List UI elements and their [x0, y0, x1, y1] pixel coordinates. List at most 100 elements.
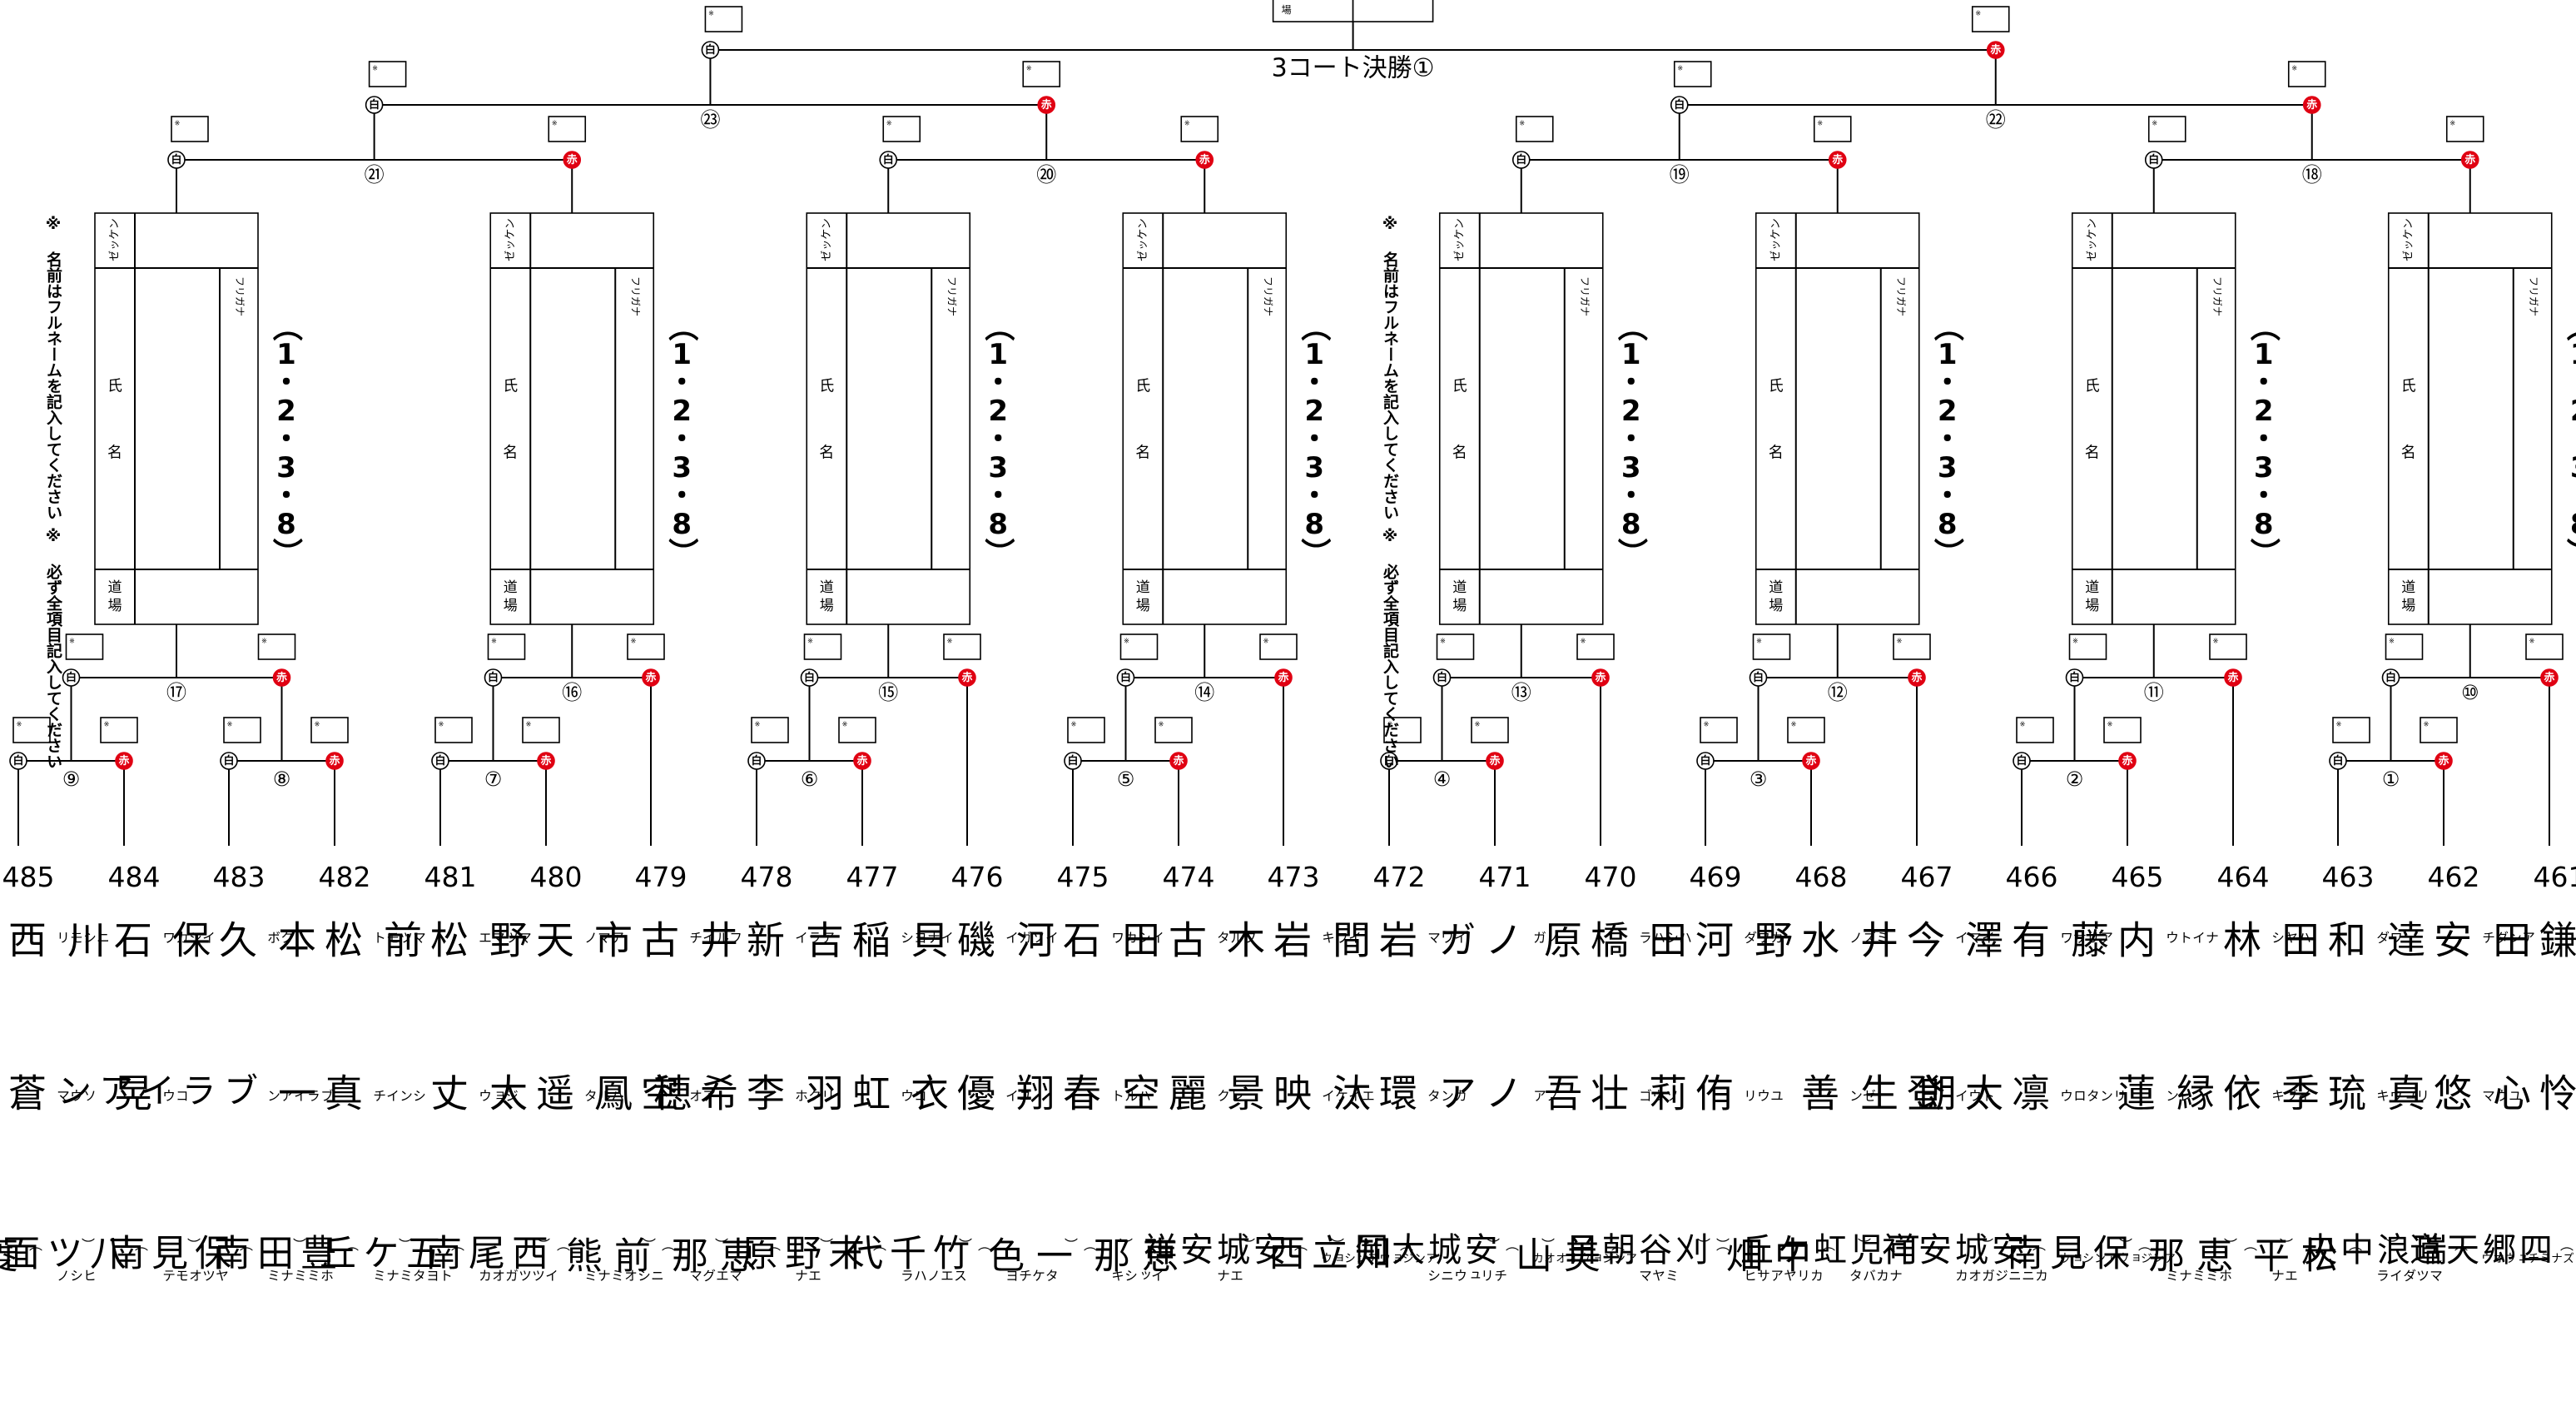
score-box — [2332, 717, 2370, 743]
entry-number: 472 — [1372, 861, 1426, 893]
dojo-name: （ 一色 ） — [956, 1230, 1103, 1279]
surname-char: 前 — [378, 920, 423, 958]
surname-kana: カワダ — [1741, 931, 1784, 944]
aka-badge — [563, 151, 582, 169]
given-name: 環汰 — [1327, 1069, 1419, 1115]
surname-char: 川 — [62, 920, 107, 958]
dojo-char: 安 — [1913, 1232, 1951, 1265]
given-kana: レン — [2163, 1089, 2192, 1102]
surname-char: 水 — [1795, 920, 1840, 958]
surname: 石河 — [1010, 916, 1103, 962]
dojo-paren-close: ） — [290, 1238, 306, 1251]
dojo-label-1: 道 — [504, 579, 518, 596]
dojo-kana: エナ — [1214, 1269, 1243, 1282]
dojo-kana: ミヤマ — [1636, 1269, 1679, 1282]
dojo-char: 可 — [1881, 1232, 1919, 1265]
surname-char: 達 — [2381, 920, 2426, 958]
shiro-badge — [1064, 752, 1082, 770]
aka-badge — [537, 752, 555, 770]
dojo-paren-open: （ — [343, 1238, 359, 1251]
shiro-label: 白 — [2385, 671, 2396, 684]
given-kana: エイケイ — [1319, 1089, 1375, 1102]
dojo-kana: マツダイラ — [2374, 1269, 2443, 1282]
given-char: 環 — [1373, 1073, 1418, 1111]
surname-char: 間 — [1327, 920, 1372, 958]
box-mark: ※ — [1519, 120, 1525, 127]
given-char: 丈 — [424, 1073, 469, 1111]
aka-label: 赤 — [645, 671, 656, 684]
aka-badge — [2118, 752, 2137, 770]
shiro-label: 白 — [1067, 754, 1078, 768]
given-name: 凛太朗 — [1913, 1069, 2052, 1115]
surname: 磯貝 — [905, 916, 997, 962]
entry-number: 485 — [2, 861, 55, 893]
surname: 松本 — [272, 916, 365, 962]
given-kana: リュウキ — [2374, 1089, 2430, 1102]
given-char: 映 — [1268, 1073, 1313, 1111]
box-mark: ※ — [1704, 721, 1710, 728]
place-label-char: 3 — [672, 451, 692, 484]
given-kana: ブライアン — [265, 1089, 334, 1102]
dojo-char: 刈 — [1670, 1232, 1708, 1265]
surname-char: 石 — [1057, 920, 1102, 958]
dojo-char: ケ — [356, 1234, 399, 1270]
place-label-char: 8 — [1938, 508, 1958, 541]
dojo-label-2: 場 — [1136, 598, 1150, 614]
entry-number: 484 — [107, 861, 161, 893]
surname-kana: アライ — [792, 931, 835, 944]
surname-char: 稲 — [846, 920, 891, 958]
shiro-badge — [1116, 668, 1135, 687]
given-kana: トウイ — [1953, 1089, 1995, 1102]
dojo-kana: ニシオミナミ — [582, 1269, 664, 1282]
score-box — [2445, 116, 2484, 142]
dojo-name: （ 瑞浪中央 ） — [2277, 1230, 2474, 1267]
dojo-name: （ 可児虹ケ丘 ） — [1714, 1230, 1947, 1267]
entry-number: 475 — [1056, 861, 1109, 893]
given-char: 穂 — [648, 1073, 692, 1111]
entry-sheet — [489, 212, 655, 625]
given-char: 汰 — [1327, 1073, 1372, 1111]
dojo-char: 畑 — [1720, 1236, 1762, 1273]
box-mark: ※ — [1897, 638, 1903, 645]
surname-char: 井 — [694, 920, 739, 958]
score-box — [1119, 633, 1159, 660]
box-mark: ※ — [807, 638, 813, 645]
dojo-kana: タケチヨ — [1003, 1269, 1059, 1282]
dojo-paren-open: （ — [2136, 1238, 2152, 1251]
shiro-badge — [701, 41, 720, 59]
dojo-paren-open: （ — [2030, 1238, 2046, 1251]
dojo-char: 道 — [2404, 1232, 2442, 1265]
shiro-label: 白 — [2332, 754, 2343, 768]
surname-char: 岩 — [1373, 920, 1418, 958]
dojo-char: 四 — [2514, 1232, 2552, 1265]
dojo-paren-close: ） — [640, 1238, 656, 1251]
place-label-char: ） — [1614, 538, 1648, 568]
score-box — [1752, 633, 1791, 660]
given-char: 悠 — [2428, 1073, 2473, 1111]
dojo-kana: ヤツオモテ — [160, 1269, 229, 1282]
box-mark: ※ — [1071, 721, 1077, 728]
place-label-char: （ — [1298, 311, 1332, 341]
given-name: 春翔 — [1010, 1069, 1103, 1115]
place-label-char: （ — [2563, 311, 2576, 341]
place-label-char: 1 — [2570, 338, 2576, 371]
entry-number: 482 — [318, 861, 371, 893]
shiro-label: 白 — [66, 671, 77, 684]
given-name: 怜心 — [2487, 1069, 2576, 1115]
score-box — [548, 116, 587, 142]
given-kana: カンタ — [1425, 1089, 1467, 1102]
place-label-char: 2 — [276, 395, 296, 428]
box-mark: ※ — [755, 721, 761, 728]
given-kana: ソウゴ — [1636, 1089, 1679, 1102]
entry-sheet — [2071, 212, 2236, 625]
box-mark: ※ — [552, 120, 558, 127]
surname-char: 古 — [635, 920, 680, 958]
dojo-char: 央 — [2298, 1232, 2336, 1265]
entry-number: 463 — [2321, 861, 2375, 893]
dojo-paren-open: （ — [554, 1238, 570, 1251]
surname-char: 河 — [1690, 920, 1735, 958]
dojo-char: 野 — [778, 1234, 821, 1270]
dojo-char: 八 — [83, 1234, 126, 1270]
match-number: ㉒ — [1986, 108, 2006, 132]
given-char: 李 — [741, 1073, 786, 1111]
